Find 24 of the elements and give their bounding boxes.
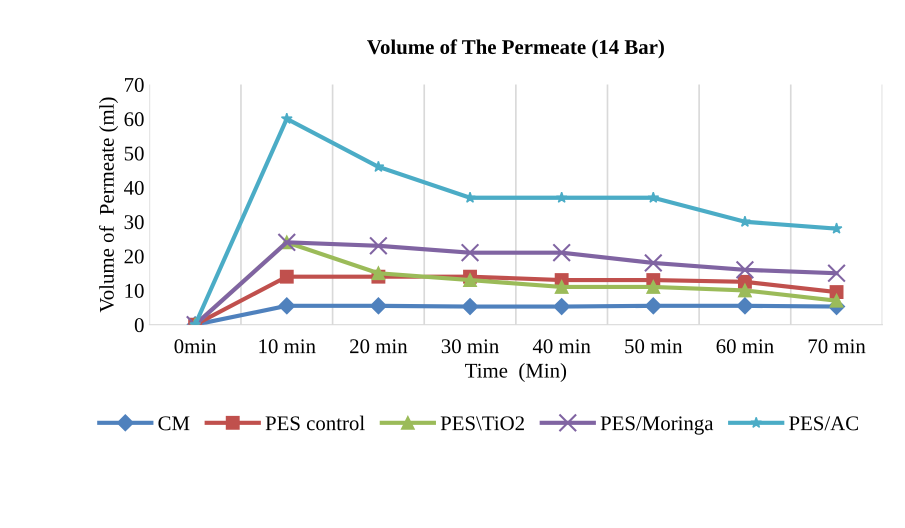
legend-label: PES control: [266, 416, 365, 430]
x-tick-label: 70 min: [808, 339, 866, 354]
y-tick-label: 20: [124, 249, 144, 264]
legend-label: CM: [158, 416, 190, 430]
y-tick-label: 60: [124, 112, 144, 126]
legend-label: PES/AC: [789, 416, 858, 430]
y-axis-title: Volume of Permeate (ml): [98, 98, 118, 312]
x-tick-label: 10 min: [259, 339, 316, 354]
legend-label: PES/Moringa: [600, 416, 714, 435]
x-tick-label: 50 min: [625, 339, 682, 354]
y-tick-label: 0: [134, 318, 144, 332]
x-tick-label: 20 min: [350, 339, 408, 354]
x-tick-label: 30 min: [442, 339, 499, 354]
x-tick-label: 40 min: [532, 339, 591, 354]
legend-label: PES\TiO2: [440, 416, 524, 430]
y-tick-label: 40: [124, 180, 144, 195]
y-tick-label: 50: [124, 146, 144, 161]
x-axis-title: Time (Min): [465, 363, 566, 382]
x-tick-label: 60 min: [716, 339, 774, 354]
y-tick-label: 70: [125, 78, 144, 92]
y-tick-label: 30: [124, 215, 144, 230]
y-tick-label: 10: [125, 284, 144, 298]
chart-title: Volume of The Permeate (14 Bar): [367, 39, 664, 58]
x-tick-label: 0min: [174, 339, 216, 354]
